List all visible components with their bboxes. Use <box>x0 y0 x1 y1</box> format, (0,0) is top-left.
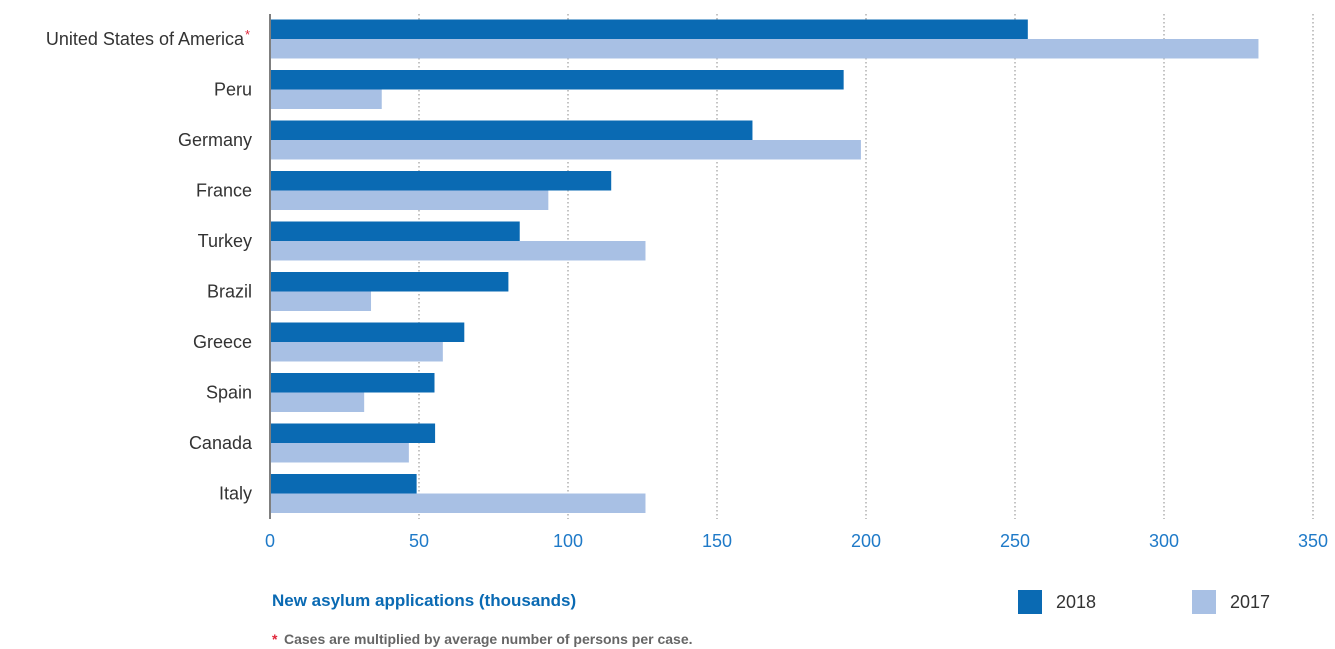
x-tick-label: 150 <box>702 531 732 551</box>
x-tick-label: 350 <box>1298 531 1328 551</box>
category-label: Canada <box>189 433 253 453</box>
bar-2018 <box>271 322 465 342</box>
category-label: Peru <box>214 80 252 100</box>
legend: 2018 2017 <box>1018 590 1270 614</box>
x-tick-label: 100 <box>553 531 583 551</box>
category-label: Brazil <box>207 282 252 302</box>
footnote-text: Cases are multiplied by average number o… <box>284 631 693 647</box>
footnote-marker: * <box>272 631 278 647</box>
x-tick-label: 200 <box>851 531 881 551</box>
x-tick-label: 300 <box>1149 531 1179 551</box>
x-tick-label: 0 <box>265 531 275 551</box>
bar-2017 <box>271 89 382 109</box>
x-tick-label: 250 <box>1000 531 1030 551</box>
category-label: Turkey <box>198 231 252 251</box>
category-asterisk: * <box>245 27 250 42</box>
x-axis-title: New asylum applications (thousands) <box>272 591 576 610</box>
x-tick-label: 50 <box>409 531 429 551</box>
x-tick-labels: 0 50 100 150 200 250 300 350 <box>265 531 1328 551</box>
category-label: Spain <box>206 383 252 403</box>
bar-2018 <box>271 373 435 393</box>
category-label: United States of America <box>46 29 245 49</box>
bar-2018 <box>271 272 509 292</box>
footnote: * Cases are multiplied by average number… <box>272 631 693 647</box>
bar-2017 <box>271 140 861 160</box>
bar-2018 <box>271 120 753 140</box>
bar-2018 <box>271 19 1028 39</box>
category-label: Germany <box>178 130 252 150</box>
bar-2017 <box>271 241 646 261</box>
bar-2017 <box>271 39 1259 59</box>
bar-2017 <box>271 443 409 463</box>
bar-2017 <box>271 493 646 513</box>
bar-2017 <box>271 291 372 311</box>
legend-swatch-2018 <box>1018 590 1042 614</box>
grid-lines <box>418 14 1314 519</box>
bar-2018 <box>271 474 417 494</box>
bar-2017 <box>271 392 365 412</box>
bar-2018 <box>271 221 520 241</box>
bar-2017 <box>271 342 443 362</box>
bar-2018 <box>271 423 436 443</box>
category-label: Italy <box>219 484 252 504</box>
bar-2017 <box>271 190 549 210</box>
legend-label-2017: 2017 <box>1230 592 1270 612</box>
legend-label-2018: 2018 <box>1056 592 1096 612</box>
category-label: Greece <box>193 332 252 352</box>
category-labels: United States of America * Peru Germany Fran… <box>46 27 253 504</box>
bars <box>271 19 1259 513</box>
category-label: France <box>196 181 252 201</box>
legend-swatch-2017 <box>1192 590 1216 614</box>
bar-2018 <box>271 171 612 191</box>
bar-2018 <box>271 70 844 90</box>
